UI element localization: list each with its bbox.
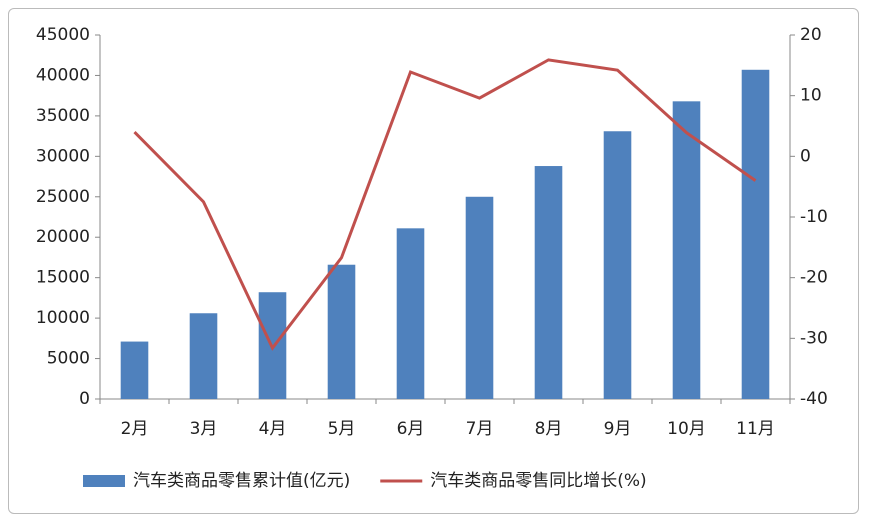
y-tick-label: 30000 <box>36 146 90 166</box>
legend-label: 汽车类商品零售累计值(亿元) <box>133 471 350 491</box>
y-tick-label: 40000 <box>36 65 90 85</box>
y2-tick-label: -40 <box>800 389 828 409</box>
y-tick-label: 45000 <box>36 25 90 45</box>
x-tick-label: 11月 <box>736 419 775 439</box>
x-tick-label: 4月 <box>259 419 287 439</box>
chart-frame <box>8 8 859 514</box>
y-tick-label: 25000 <box>36 187 90 207</box>
bar <box>120 341 149 399</box>
bar <box>189 313 218 399</box>
legend-swatch <box>83 475 125 487</box>
x-tick-label: 2月 <box>121 419 149 439</box>
y2-tick-label: 0 <box>800 146 811 166</box>
x-tick-label: 8月 <box>535 419 563 439</box>
x-tick-label: 6月 <box>397 419 425 439</box>
y-tick-label: 20000 <box>36 227 90 247</box>
y2-tick-label: -10 <box>800 207 828 227</box>
line <box>133 58 757 351</box>
legend-label: 汽车类商品零售同比增长(%) <box>430 471 646 491</box>
bar <box>327 264 356 399</box>
y2-tick-label: -30 <box>800 328 828 348</box>
y-tick-label: 15000 <box>36 268 90 288</box>
bar <box>534 166 563 399</box>
y-tick-label: 0 <box>79 389 90 409</box>
x-tick-label: 9月 <box>604 419 632 439</box>
x-tick-label: 10月 <box>667 419 706 439</box>
bar <box>672 101 701 399</box>
y-tick-label: 5000 <box>47 349 90 369</box>
x-tick-label: 3月 <box>190 419 218 439</box>
bar <box>396 228 425 399</box>
y2-tick-label: 20 <box>800 25 822 45</box>
x-tick-label: 5月 <box>328 419 356 439</box>
y-tick-label: 35000 <box>36 106 90 126</box>
y2-tick-label: 10 <box>800 86 822 106</box>
y2-tick-label: -20 <box>800 268 828 288</box>
x-tick-label: 7月 <box>466 419 494 439</box>
bar <box>465 196 494 399</box>
bar <box>741 69 770 399</box>
y-tick-label: 10000 <box>36 308 90 328</box>
bar <box>603 131 632 399</box>
